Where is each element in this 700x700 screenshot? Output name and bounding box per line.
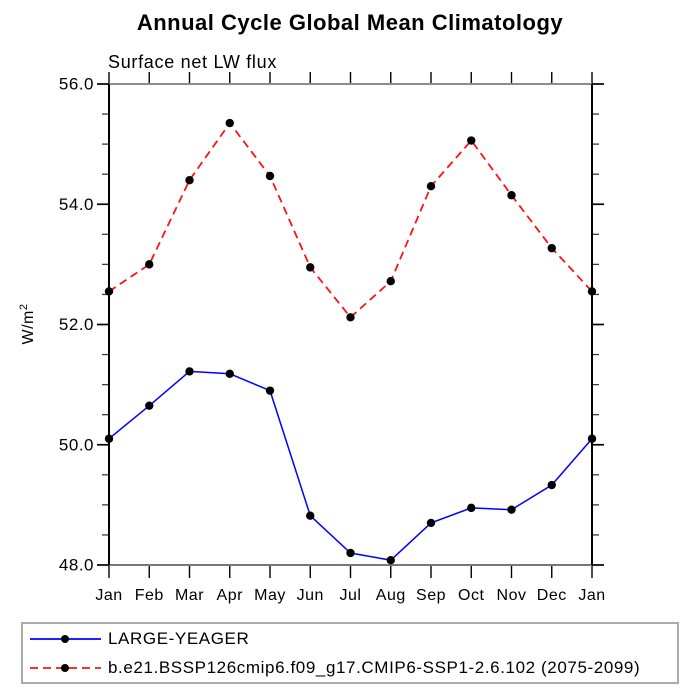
- legend-sample-marker: [61, 663, 69, 672]
- data-point-marker: [265, 386, 275, 395]
- legend-sample-1: [30, 663, 101, 672]
- data-point-marker: [225, 369, 234, 379]
- data-point-marker: [507, 505, 516, 514]
- x-axis-tick-label: Sep: [416, 587, 446, 604]
- y-axis-title-exponent: 2: [17, 303, 30, 311]
- data-point-marker: [587, 287, 597, 296]
- x-axis-tick-label: Oct: [458, 587, 484, 604]
- x-axis-tick-label: Apr: [217, 587, 244, 604]
- plot-area: 48.0 50.0 52.0 54.0 56.0 Jan Feb Mar Apr May Jun Ju…: [59, 72, 605, 604]
- y-axis-tick-label: 54.0: [59, 195, 94, 214]
- y-axis-title: W/m2: [18, 304, 38, 345]
- data-point-marker: [104, 287, 114, 296]
- data-point-marker: [467, 503, 476, 513]
- data-point-marker: [306, 263, 315, 272]
- x-axis-tick-label: Jan: [95, 587, 122, 604]
- data-point-marker: [185, 367, 194, 376]
- data-point-marker: [547, 480, 556, 490]
- data-point-marker: [306, 511, 315, 520]
- series-line-0: [108, 370, 593, 562]
- y-axis-tick-label: 48.0: [59, 556, 94, 575]
- data-point-marker: [225, 118, 234, 128]
- y-axis-tick-label: 52.0: [59, 315, 94, 334]
- x-axis-tick-label: Aug: [376, 587, 406, 604]
- y-axis-title-base: W/m: [20, 310, 38, 345]
- chart-subtitle: Surface net LW flux: [108, 52, 278, 72]
- x-axis-tick-label: Dec: [537, 587, 567, 604]
- data-point-marker: [346, 548, 355, 558]
- data-point-marker: [145, 260, 154, 269]
- x-axis-tick-label: Jul: [340, 587, 362, 604]
- data-point-marker: [185, 176, 194, 185]
- data-point-marker: [547, 243, 556, 253]
- x-axis-tick-label: Mar: [175, 587, 204, 604]
- legend-sample-marker: [61, 634, 69, 643]
- data-point-marker: [467, 136, 476, 145]
- legend-label: b.e21.BSSP126cmip6.f09_g17.CMIP6-SSP1-2.…: [108, 657, 641, 677]
- data-point-marker: [507, 191, 516, 200]
- chart-title: Annual Cycle Global Mean Climatology: [136, 10, 564, 35]
- data-point-marker: [346, 313, 355, 322]
- y-axis-tick-label: 50.0: [59, 435, 94, 454]
- legend-item-ssp126: b.e21.BSSP126cmip6.f09_g17.CMIP6-SSP1-2.…: [27, 653, 677, 682]
- data-point-marker: [426, 182, 436, 191]
- x-axis-tick-label: Jun: [297, 587, 324, 604]
- x-axis-tick-label: May: [254, 587, 286, 604]
- legend-sample-0: [30, 634, 101, 643]
- data-point-marker: [587, 434, 597, 443]
- data-point-marker: [386, 555, 395, 565]
- legend-label: LARGE-YEAGER: [108, 628, 250, 648]
- x-axis-tick-label: Feb: [135, 587, 164, 604]
- legend: LARGE-YEAGER b.e21.BSSP126cmip6.f09_g17.…: [21, 622, 679, 684]
- data-point-marker: [145, 401, 154, 410]
- data-point-marker: [426, 518, 436, 528]
- legend-item-large-yeager: LARGE-YEAGER: [27, 624, 677, 653]
- data-point-marker: [104, 434, 114, 443]
- data-point-marker: [265, 171, 275, 181]
- x-axis-tick-label: Nov: [497, 587, 527, 604]
- series-line-1: [108, 121, 593, 319]
- data-point-marker: [386, 277, 395, 286]
- x-axis-tick-label: Jan: [578, 587, 605, 604]
- y-axis-tick-label: 56.0: [59, 75, 94, 94]
